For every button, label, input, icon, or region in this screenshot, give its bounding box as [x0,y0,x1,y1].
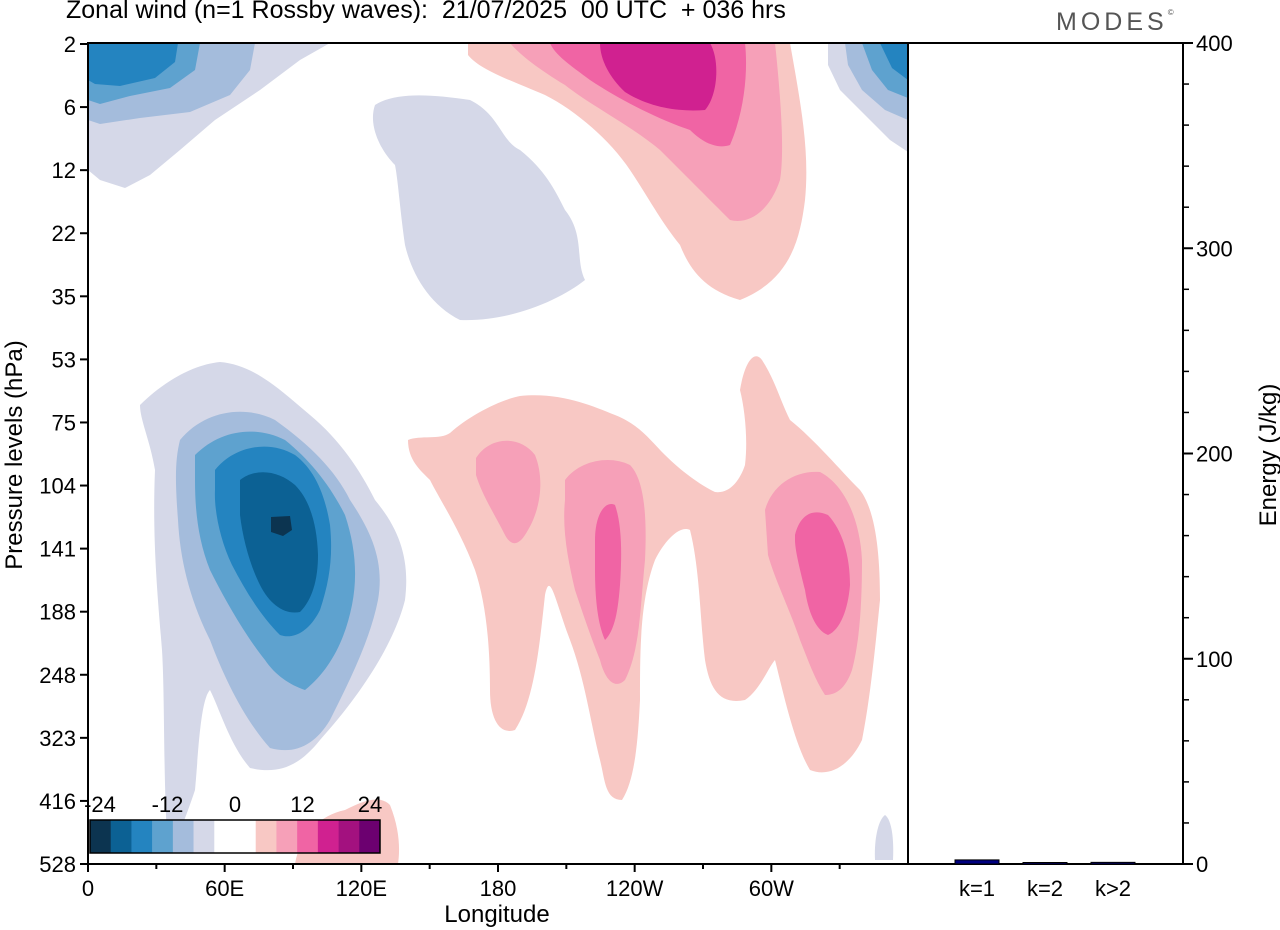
y-tick-label: 2 [64,32,76,57]
contour-neg-bottomright [874,815,894,860]
contour-neg-main-5 [240,472,318,613]
bar-category-label: k=1 [959,876,995,901]
energy-tick-label: 400 [1196,31,1233,56]
y-tick-label: 6 [64,95,76,120]
contour-neg-main-6 [271,516,292,536]
contour-neg-upperleft-4 [88,43,178,86]
x-axis-label: Longitude [444,901,549,928]
colorbar-swatch [338,820,360,853]
energy-axis: 0 100 200 300 400 [1183,31,1233,877]
x-tick-label: 60W [749,876,794,901]
contour-pos-mid-6 [795,512,850,635]
colorbar-swatch [235,820,257,853]
energy-tick-label: 0 [1196,852,1208,877]
contour-neg-strat [372,95,585,321]
chart-title: Zonal wind (n=1 Rossby waves): 21/07/202… [66,0,786,24]
pressure-axis: 2 6 12 22 35 53 75 104 141 188 248 323 416 528 [39,32,88,877]
bar-category-label: k=2 [1027,876,1063,901]
colorbar-swatch [110,820,132,853]
energy-bar [1022,862,1068,865]
energy-tick-label: 200 [1196,442,1233,467]
energy-axis-label: Energy (J/kg) [1255,384,1280,527]
x-tick-label: 120W [606,876,664,901]
colorbar-swatch [131,820,153,853]
colorbar-swatch [317,820,339,853]
contour-neg-upperright-4 [880,43,908,80]
x-tick-label: 120E [336,876,387,901]
y-tick-label: 75 [52,410,76,435]
x-tick-label: 180 [480,876,517,901]
y-tick-label: 12 [52,158,76,183]
y-axis-label: Pressure levels (hPa) [1,340,28,569]
colorbar-swatch [152,820,174,853]
energy-tick-label: 300 [1196,236,1233,261]
energy-tick-label: 100 [1196,647,1233,672]
y-tick-label: 248 [39,663,76,688]
energy-bars: k=1 k=2 k>2 [954,859,1136,901]
colorbar-swatch [359,820,381,853]
colorbar-swatch [90,820,112,853]
colorbar-tick-label: -24 [84,792,116,817]
energy-bar [1090,861,1136,865]
colorbar: -24 -12 0 12 24 [84,792,382,854]
energy-bar [954,859,1000,865]
colorbar-swatch [214,820,236,853]
y-tick-label: 416 [39,789,76,814]
colorbar-tick-label: 24 [358,792,382,817]
contour-pos-upper-4 [600,43,717,111]
colorbar-swatch [255,820,277,853]
colorbar-tick-label: -12 [152,792,184,817]
y-tick-label: 104 [39,474,76,499]
colorbar-swatch [297,820,319,853]
bar-category-label: k>2 [1095,876,1131,901]
y-tick-label: 141 [39,537,76,562]
y-tick-label: 35 [52,284,76,309]
colorbar-swatch [172,820,194,853]
colorbar-tick-label: 0 [229,792,241,817]
y-tick-label: 528 [39,852,76,877]
colorbar-swatch [193,820,215,853]
longitude-axis: 0 60E 120E 180 120W 60W [82,864,841,901]
x-tick-label: 0 [82,876,94,901]
y-tick-label: 53 [52,347,76,372]
colorbar-swatch [276,820,298,853]
y-tick-label: 22 [52,221,76,246]
contour-pos-mid-4 [595,504,622,640]
x-tick-label: 60E [205,876,244,901]
brand-logo: MODES© [1056,8,1174,36]
colorbar-tick-label: 12 [290,792,314,817]
y-tick-label: 323 [39,726,76,751]
contour-field [88,43,908,864]
contour-pos-mid-2 [476,440,541,544]
colorbar-frame [89,819,381,854]
y-tick-label: 188 [39,600,76,625]
